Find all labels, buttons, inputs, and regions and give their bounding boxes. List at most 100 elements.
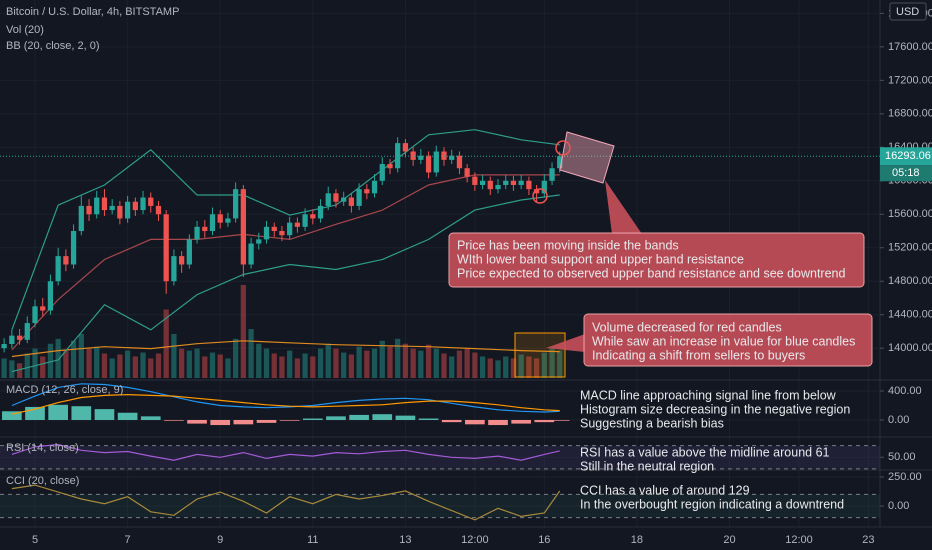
candle-body bbox=[302, 214, 308, 227]
volume-bar bbox=[510, 358, 517, 378]
histogram-bar bbox=[164, 419, 184, 421]
candle-body bbox=[510, 180, 517, 185]
histogram-bar bbox=[210, 419, 231, 426]
histogram-bar bbox=[279, 419, 300, 421]
candle-body bbox=[387, 164, 393, 169]
volume-bar bbox=[186, 350, 192, 378]
volume-bar bbox=[124, 350, 131, 378]
candle-body bbox=[557, 156, 563, 169]
candle-body bbox=[410, 151, 416, 160]
candle-body bbox=[294, 222, 301, 227]
volume-ma-line bbox=[11, 340, 560, 358]
volume-bar bbox=[263, 348, 270, 378]
x-tick-label: 11 bbox=[307, 534, 318, 546]
plot bbox=[0, 129, 880, 521]
histogram-bar bbox=[488, 419, 508, 426]
volume-bar bbox=[379, 340, 385, 378]
volume-bar bbox=[487, 358, 493, 378]
candle-body bbox=[541, 180, 547, 194]
candle-body bbox=[464, 168, 470, 177]
volume-bar bbox=[179, 348, 185, 378]
histogram-bar bbox=[302, 418, 323, 420]
candle-body bbox=[348, 197, 355, 206]
candle-body bbox=[271, 226, 277, 232]
chart-title: Bitcoin / U.S. Dollar, 4h, BITSTAMP bbox=[6, 6, 179, 18]
candle-body bbox=[55, 256, 61, 282]
candle-body bbox=[194, 226, 200, 240]
volume-bar bbox=[387, 346, 393, 378]
volume-bar bbox=[271, 353, 277, 378]
volume-bar bbox=[533, 358, 540, 378]
candle-body bbox=[279, 231, 285, 236]
candle-body bbox=[209, 214, 216, 232]
x-tick-label: 7 bbox=[125, 534, 131, 546]
y-tick-label: 0.00 bbox=[888, 414, 909, 426]
candle-body bbox=[24, 323, 30, 340]
callout-pointer bbox=[605, 180, 642, 234]
annotations: Price has been moving inside the bandsWI… bbox=[448, 131, 873, 511]
volume-bar bbox=[240, 285, 246, 378]
y-tick-label: 50.00 bbox=[888, 451, 916, 463]
candle-body bbox=[225, 218, 231, 223]
volume-bar bbox=[63, 350, 69, 378]
histogram-bar bbox=[395, 415, 416, 420]
x-tick-label: 12:00 bbox=[785, 534, 813, 546]
candle-body bbox=[526, 180, 532, 190]
candle-body bbox=[310, 214, 316, 219]
y-tick-label: 17200.00 bbox=[888, 74, 932, 86]
histogram-bar bbox=[441, 419, 462, 423]
histogram-bar bbox=[117, 412, 138, 420]
volume-bar bbox=[479, 356, 486, 378]
candle-body bbox=[179, 256, 185, 265]
histogram-bar bbox=[372, 414, 393, 420]
annotation-text: Indicating a shift from sellers to buyer… bbox=[592, 348, 805, 362]
candle-body bbox=[371, 180, 378, 194]
currency-label: USD bbox=[896, 6, 919, 18]
volume-bar bbox=[16, 363, 23, 378]
volume-bar bbox=[395, 338, 401, 378]
candle-body bbox=[109, 205, 115, 211]
volume-bar bbox=[225, 358, 231, 378]
volume-bar bbox=[410, 348, 416, 378]
indicator-line bbox=[11, 484, 561, 521]
volume-bar bbox=[449, 356, 455, 378]
volume-bar bbox=[302, 353, 308, 378]
candle-body bbox=[148, 197, 154, 206]
y-tick-label: 16800.00 bbox=[888, 108, 932, 120]
volume-bar bbox=[140, 352, 146, 378]
volume-bar bbox=[425, 344, 432, 378]
volume-bar bbox=[464, 348, 470, 378]
volume-bar bbox=[86, 348, 92, 378]
histogram-bar bbox=[349, 414, 369, 420]
x-tick-label: 18 bbox=[631, 534, 643, 546]
volume-bar bbox=[364, 350, 370, 378]
volume-bar bbox=[310, 356, 316, 378]
volume-bar bbox=[356, 346, 362, 378]
candle-body bbox=[379, 164, 385, 181]
annotation-text: Still in the neutral region bbox=[580, 459, 714, 473]
y-tick-label: 250.00 bbox=[888, 471, 922, 483]
candle-body bbox=[124, 201, 131, 219]
histogram-bar bbox=[71, 406, 92, 420]
band-fill bbox=[0, 445, 880, 469]
volume-bar bbox=[47, 343, 54, 378]
annotation-text: CCI has a value of around 129 bbox=[580, 483, 750, 497]
candle-body bbox=[94, 197, 100, 215]
pane-label: CCI (20, close) bbox=[6, 475, 79, 487]
volume-bar bbox=[194, 348, 200, 378]
histogram-bar bbox=[511, 419, 532, 424]
indicator-label: BB (20, close, 2, 0) bbox=[6, 40, 100, 52]
annotation-text: Suggesting a bearish bias bbox=[580, 416, 724, 430]
volume-bar bbox=[294, 358, 301, 378]
candle-body bbox=[441, 151, 447, 160]
countdown-label: 05:18 bbox=[892, 167, 920, 179]
candle-body bbox=[202, 226, 208, 232]
volume-bar bbox=[348, 354, 355, 378]
candle-body bbox=[341, 197, 347, 202]
y-tick-label: 0.00 bbox=[888, 500, 909, 512]
volume-bar bbox=[518, 354, 524, 378]
volume-bar bbox=[78, 333, 84, 378]
candle-body bbox=[9, 335, 15, 345]
volume-bar bbox=[248, 329, 254, 378]
x-tick-label: 9 bbox=[217, 534, 223, 546]
